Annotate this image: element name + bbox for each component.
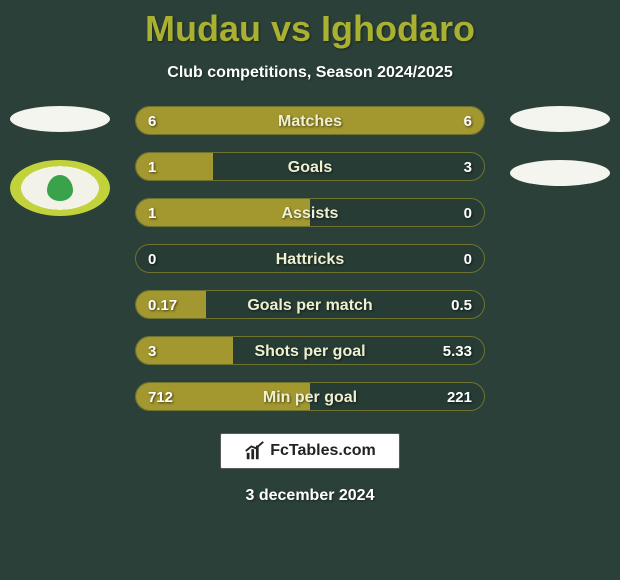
stat-row: Hattricks0 0	[135, 244, 485, 273]
stat-value-right: 0	[464, 199, 472, 227]
stat-label: Matches	[136, 107, 484, 135]
stat-label: Min per goal	[136, 383, 484, 411]
stat-value-right: 0.5	[451, 291, 472, 319]
stat-value-left: 0.17	[148, 291, 177, 319]
stat-value-right: 0	[464, 245, 472, 273]
player-left-placeholder-icon	[10, 106, 110, 132]
footer-date: 3 december 2024	[0, 487, 620, 505]
stat-value-left: 712	[148, 383, 173, 411]
club-left-crest-inner-icon	[47, 175, 73, 201]
club-left-crest-icon	[10, 160, 110, 216]
player-right-placeholder-icon	[510, 106, 610, 132]
page-title: Mudau vs Ighodaro	[0, 0, 620, 50]
club-right-placeholder-icon	[510, 160, 610, 186]
stat-row: Assists1 0	[135, 198, 485, 227]
stat-value-left: 0	[148, 245, 156, 273]
stat-label: Goals per match	[136, 291, 484, 319]
comparison-container: Matches66Goals13Assists10Hattricks00Goal…	[0, 106, 620, 411]
stat-value-right: 5.33	[443, 337, 472, 365]
brand-text: FcTables.com	[270, 442, 376, 460]
stat-label: Shots per goal	[136, 337, 484, 365]
right-badges	[500, 106, 620, 186]
subtitle: Club competitions, Season 2024/2025	[0, 64, 620, 82]
stat-label: Goals	[136, 153, 484, 181]
stat-value-right: 6	[464, 107, 472, 135]
stat-label: Assists	[136, 199, 484, 227]
stat-value-left: 6	[148, 107, 156, 135]
stat-value-right: 221	[447, 383, 472, 411]
stat-value-left: 3	[148, 337, 156, 365]
stat-row: Shots per goal3 5.33	[135, 336, 485, 365]
stat-row: Matches6 6	[135, 106, 485, 135]
player-right-name: Ighodaro	[321, 8, 475, 49]
stat-value-right: 3	[464, 153, 472, 181]
stat-label: Hattricks	[136, 245, 484, 273]
brand-badge: FcTables.com	[220, 433, 400, 469]
stat-value-left: 1	[148, 153, 156, 181]
stat-row: Goals per match0.17 0.5	[135, 290, 485, 319]
brand-chart-icon	[244, 440, 266, 462]
stat-row: Goals1 3	[135, 152, 485, 181]
stat-row: Min per goal712 221	[135, 382, 485, 411]
stat-value-left: 1	[148, 199, 156, 227]
stats-list: Matches66Goals13Assists10Hattricks00Goal…	[135, 106, 485, 411]
vs-text: vs	[271, 8, 311, 49]
left-badges	[0, 106, 120, 216]
player-left-name: Mudau	[145, 8, 261, 49]
